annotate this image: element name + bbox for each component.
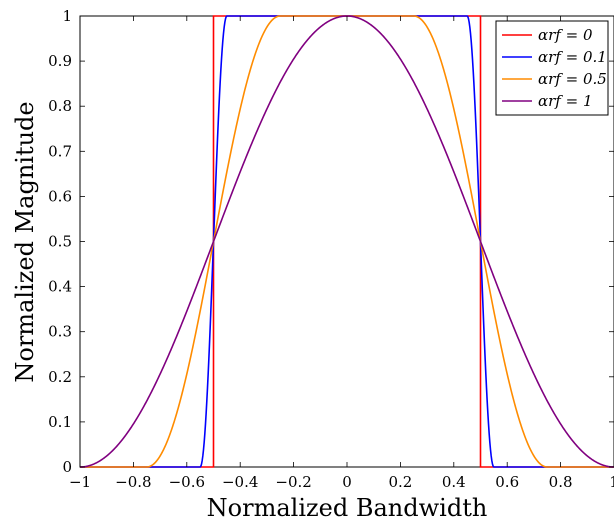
y-tick-label: 0 <box>62 458 72 476</box>
y-axis-title: Normalized Magnitude <box>11 101 39 382</box>
legend-label: αrf = 0 <box>538 26 593 44</box>
x-tick-label: 0.4 <box>442 473 466 491</box>
x-tick-label: −0.2 <box>275 473 311 491</box>
y-tick-label: 0.7 <box>48 142 72 160</box>
y-tick-label: 0.2 <box>48 368 72 386</box>
legend: αrf = 0 αrf = 0.1 αrf = 0.5 αrf = 1 <box>495 20 609 116</box>
x-tick-label: −1 <box>69 473 91 491</box>
y-tick-label: 1 <box>62 7 72 25</box>
y-tick-label: 0.1 <box>48 413 72 431</box>
x-tick-label: 0.2 <box>388 473 412 491</box>
y-tick-label: 0.8 <box>48 97 72 115</box>
y-tick-label: 0.6 <box>48 187 72 205</box>
x-tick-label: −0.8 <box>115 473 151 491</box>
legend-label: αrf = 0.5 <box>538 70 607 88</box>
y-tick-label: 0.4 <box>48 278 72 296</box>
axis-layer: −1 −0.8 −0.6 −0.4 −0.2 0 0.2 0.4 0.6 0.8 1 0 0.1 0.2 0… <box>48 7 614 491</box>
legend-label: αrf = 1 <box>538 92 593 110</box>
x-tick-label: −0.6 <box>169 473 205 491</box>
x-tick-label: 0 <box>342 473 352 491</box>
x-tick-label: 1 <box>609 473 614 491</box>
legend-label: αrf = 0.1 <box>538 48 607 66</box>
legend-box <box>495 20 609 116</box>
y-tick-label: 0.5 <box>48 233 72 251</box>
y-tick-label: 0.3 <box>48 323 72 341</box>
x-tick-label: −0.4 <box>222 473 258 491</box>
y-tick-label: 0.9 <box>48 52 72 70</box>
x-tick-label: 0.8 <box>549 473 573 491</box>
x-tick-label: 0.6 <box>495 473 519 491</box>
x-axis-title: Normalized Bandwidth <box>207 494 488 522</box>
